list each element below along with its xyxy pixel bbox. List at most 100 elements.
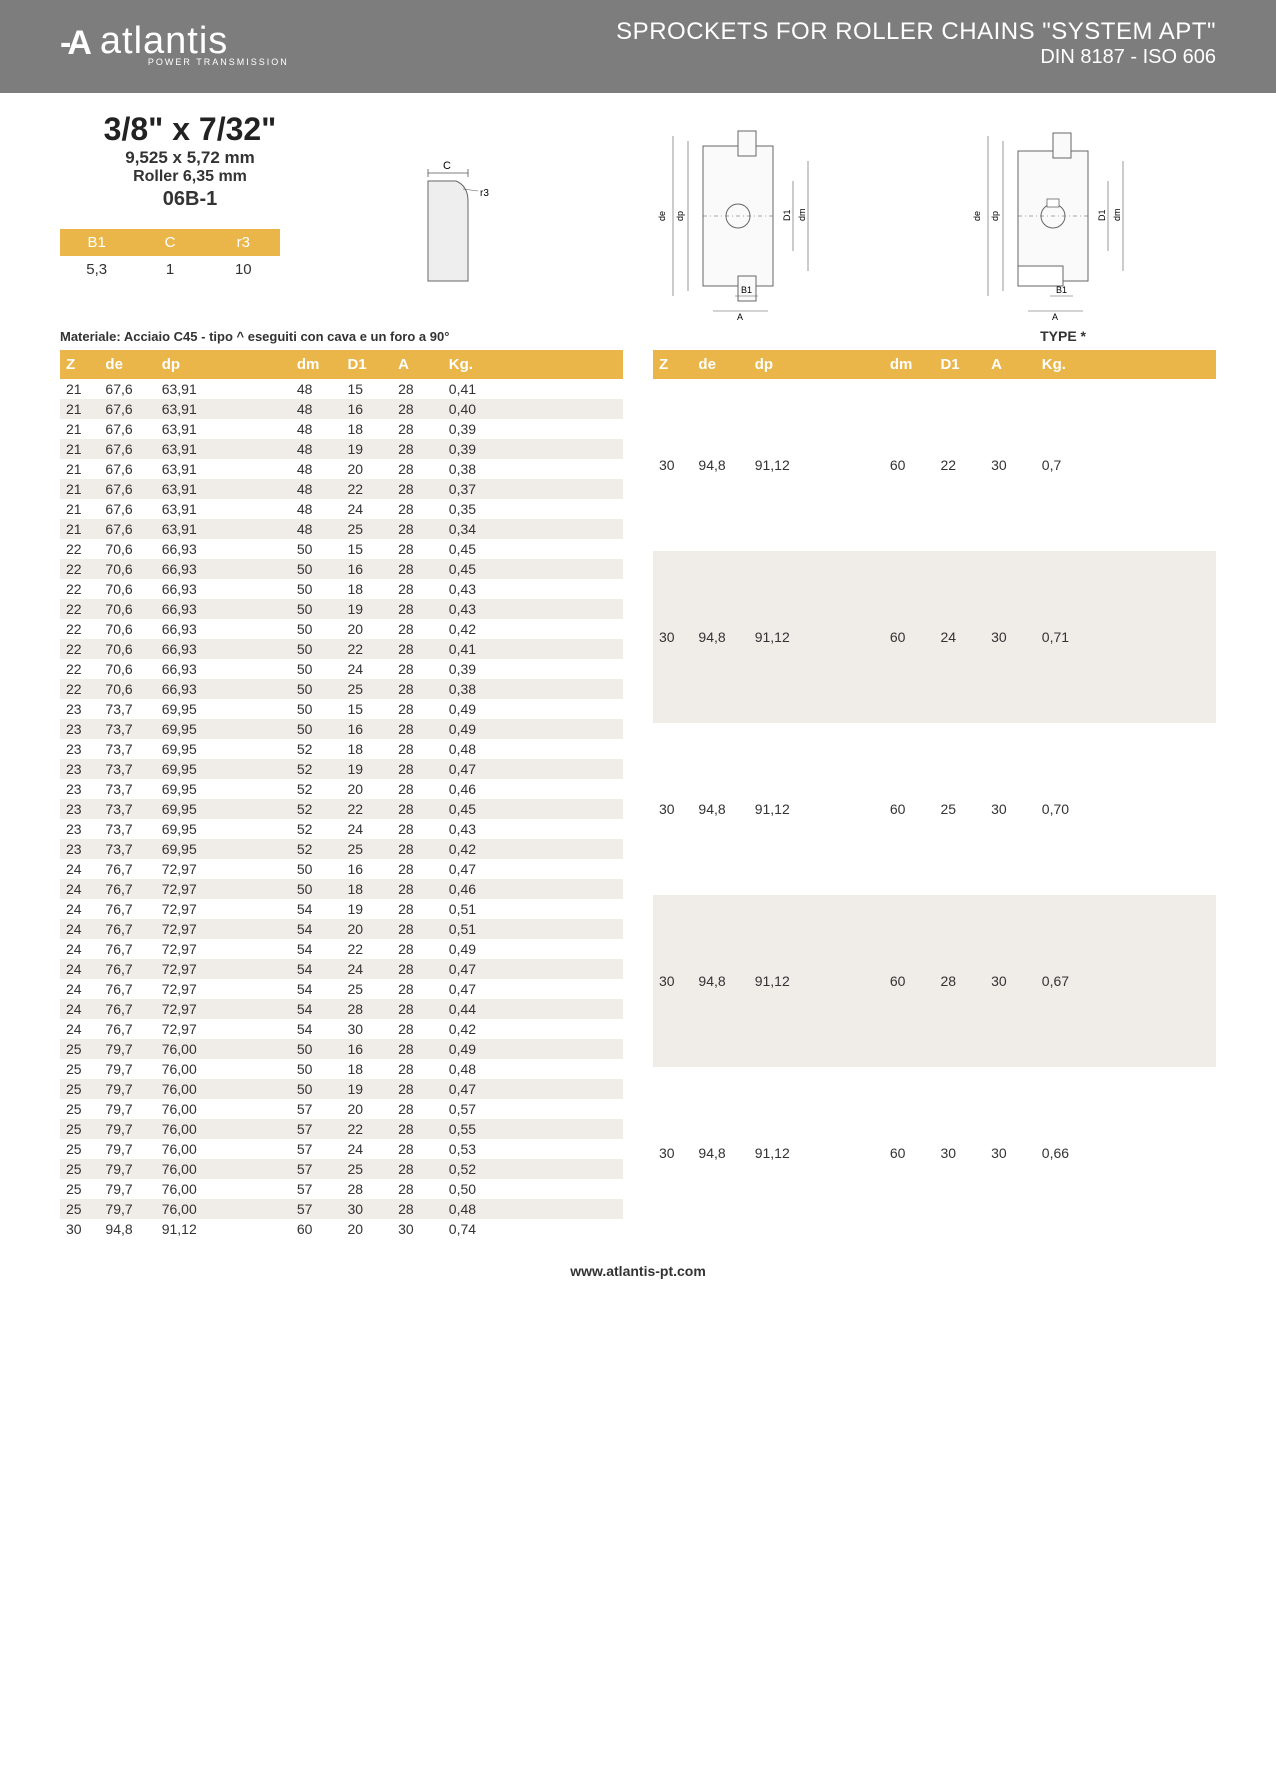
table-cell: 60 xyxy=(291,1219,342,1239)
table-cell: 0,55 xyxy=(443,1119,623,1139)
table-cell: 69,95 xyxy=(156,779,291,799)
table-cell: 30 xyxy=(934,1067,985,1239)
table-cell: 70,6 xyxy=(99,559,155,579)
table-cell: 28 xyxy=(392,1119,443,1139)
table-cell: 24 xyxy=(60,1019,99,1039)
table-cell: 73,7 xyxy=(99,719,155,739)
svg-text:D1: D1 xyxy=(782,209,792,221)
table-cell: 22 xyxy=(341,1119,392,1139)
table-cell: 50 xyxy=(291,1059,342,1079)
table-cell: 70,6 xyxy=(99,599,155,619)
table-cell: 24 xyxy=(60,959,99,979)
table-cell: 66,93 xyxy=(156,539,291,559)
th-d1: D1 xyxy=(934,350,985,379)
tooth-profile-diagram: C r3 xyxy=(408,151,528,291)
table-cell: 19 xyxy=(341,1079,392,1099)
table-cell: 28 xyxy=(392,1139,443,1159)
table-cell: 25 xyxy=(934,723,985,895)
table-cell: 50 xyxy=(291,859,342,879)
table-cell: 19 xyxy=(341,759,392,779)
table-cell: 60 xyxy=(884,895,935,1067)
table-cell: 76,7 xyxy=(99,859,155,879)
table-cell: 28 xyxy=(392,459,443,479)
table-cell: 60 xyxy=(884,723,935,895)
table-cell: 69,95 xyxy=(156,799,291,819)
table-cell: 54 xyxy=(291,959,342,979)
table-cell: 63,91 xyxy=(156,439,291,459)
material-note: Materiale: Acciaio C45 - tipo ^ eseguiti… xyxy=(60,329,449,344)
table-cell: 28 xyxy=(392,1019,443,1039)
table-cell: 67,6 xyxy=(99,419,155,439)
table-cell: 24 xyxy=(341,659,392,679)
svg-text:dp: dp xyxy=(675,211,685,221)
table-cell: 91,12 xyxy=(749,379,884,551)
table-row: 2476,772,975430280,42 xyxy=(60,1019,623,1039)
table-cell: 28 xyxy=(392,479,443,499)
table-cell: 79,7 xyxy=(99,1139,155,1159)
table-cell: 70,6 xyxy=(99,659,155,679)
table-row: 2476,772,975425280,47 xyxy=(60,979,623,999)
table-cell: 28 xyxy=(392,999,443,1019)
table-cell: 30 xyxy=(653,551,692,723)
table-cell: 76,00 xyxy=(156,1059,291,1079)
table-row: 2373,769,955222280,45 xyxy=(60,799,623,819)
table-cell: 0,49 xyxy=(443,939,623,959)
svg-text:B1: B1 xyxy=(741,285,752,295)
svg-text:D1: D1 xyxy=(1097,209,1107,221)
table-cell: 0,40 xyxy=(443,399,623,419)
th-z: Z xyxy=(60,350,99,379)
table-cell: 25 xyxy=(341,979,392,999)
table-cell: 57 xyxy=(291,1119,342,1139)
table-cell: 21 xyxy=(60,479,99,499)
svg-text:C: C xyxy=(443,160,451,172)
table-cell: 24 xyxy=(341,959,392,979)
table-cell: 28 xyxy=(392,399,443,419)
table-cell: 28 xyxy=(392,899,443,919)
table-cell: 50 xyxy=(291,539,342,559)
table-cell: 73,7 xyxy=(99,819,155,839)
data-table-right: Z de dp dm D1 A Kg. 3094,891,126022300,7… xyxy=(653,350,1216,1239)
table-cell: 21 xyxy=(60,519,99,539)
table-cell: 79,7 xyxy=(99,1159,155,1179)
table-row: 2270,666,935018280,43 xyxy=(60,579,623,599)
table-cell: 28 xyxy=(392,499,443,519)
table-cell: 24 xyxy=(60,919,99,939)
svg-text:dp: dp xyxy=(990,211,1000,221)
table-cell: 28 xyxy=(392,659,443,679)
th-dm: dm xyxy=(291,350,342,379)
table-cell: 23 xyxy=(60,699,99,719)
table-cell: 22 xyxy=(341,479,392,499)
table-cell: 23 xyxy=(60,779,99,799)
table-cell: 70,6 xyxy=(99,579,155,599)
data-table-left: Z de dp dm D1 A Kg. 2167,663,914815280,4… xyxy=(60,350,623,1239)
table-cell: 48 xyxy=(291,399,342,419)
table-row: 2373,769,955224280,43 xyxy=(60,819,623,839)
table-cell: 30 xyxy=(985,723,1036,895)
table-cell: 0,52 xyxy=(443,1159,623,1179)
table-cell: 57 xyxy=(291,1099,342,1119)
table-cell: 18 xyxy=(341,579,392,599)
table-cell: 0,57 xyxy=(443,1099,623,1119)
table-cell: 66,93 xyxy=(156,679,291,699)
page-header: -A atlantis POWER TRANSMISSION SPROCKETS… xyxy=(0,0,1276,93)
spec-headline: 3/8" x 7/32" xyxy=(60,111,320,148)
table-row: 3094,891,126020300,74 xyxy=(60,1219,623,1239)
table-cell: 28 xyxy=(392,779,443,799)
table-cell: 76,7 xyxy=(99,999,155,1019)
table-cell: 0,43 xyxy=(443,579,623,599)
table-cell: 0,48 xyxy=(443,1199,623,1219)
table-cell: 22 xyxy=(60,579,99,599)
table-cell: 73,7 xyxy=(99,839,155,859)
table-cell: 22 xyxy=(341,639,392,659)
table-cell: 28 xyxy=(392,839,443,859)
table-cell: 54 xyxy=(291,899,342,919)
spec-line2: Roller 6,35 mm xyxy=(60,168,320,186)
table-row: 2476,772,975419280,51 xyxy=(60,899,623,919)
table-cell: 69,95 xyxy=(156,739,291,759)
th-dp: dp xyxy=(156,350,291,379)
table-cell: 30 xyxy=(653,1067,692,1239)
table-row: 2476,772,975420280,51 xyxy=(60,919,623,939)
table-row: 2579,776,005730280,48 xyxy=(60,1199,623,1219)
table-cell: 72,97 xyxy=(156,959,291,979)
table-cell: 30 xyxy=(985,551,1036,723)
